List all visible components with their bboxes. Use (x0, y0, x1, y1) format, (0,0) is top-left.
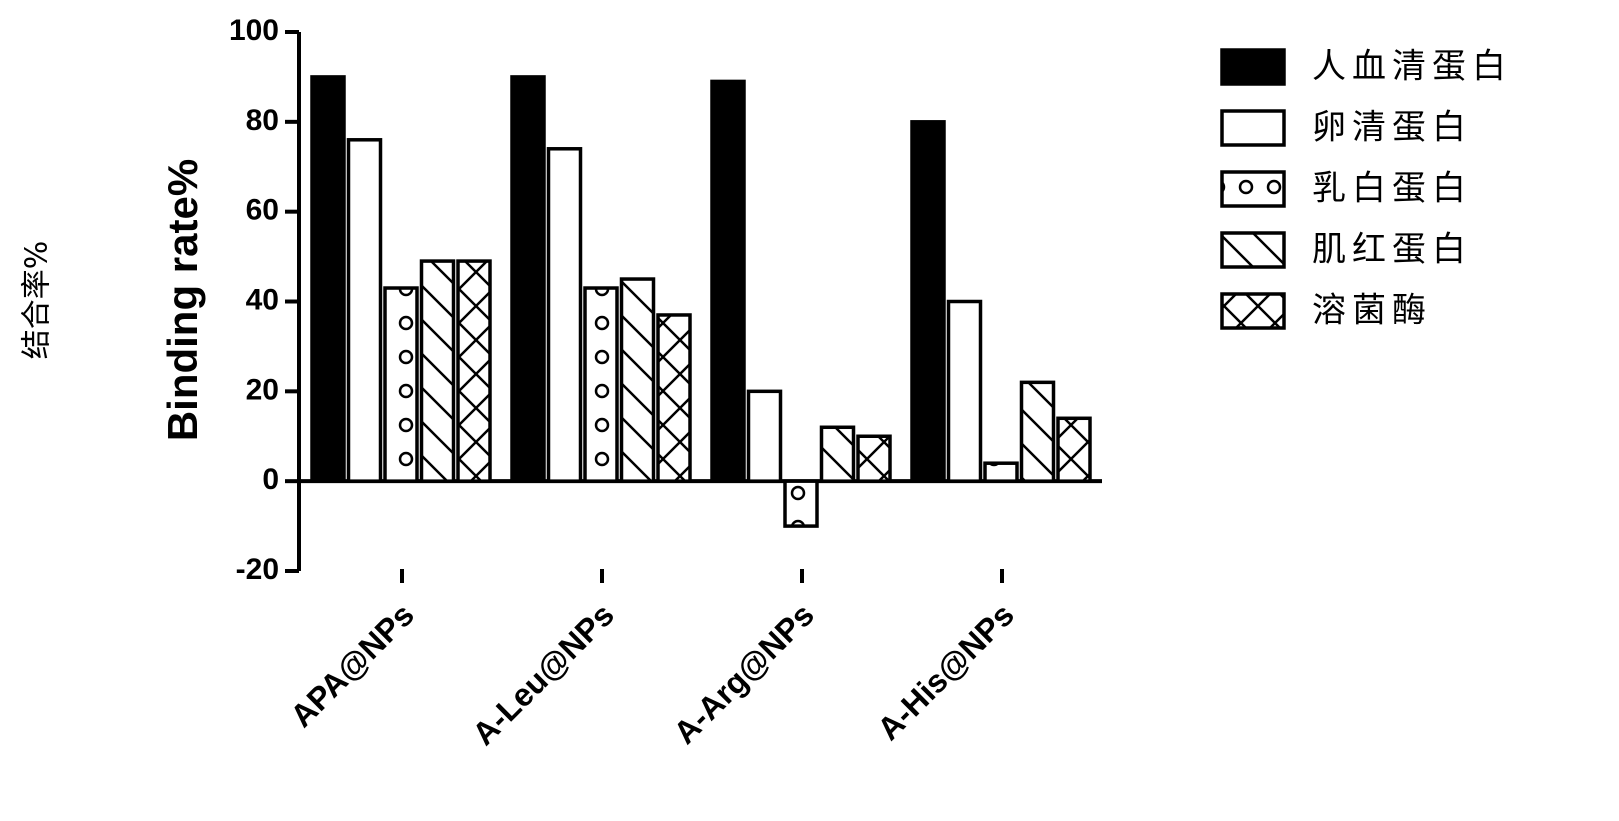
y-tick-label: 60 (246, 194, 279, 227)
bar-crosshatch (856, 434, 892, 483)
y-tick-label: 100 (229, 14, 279, 47)
x-tick-labels: APA@NPs A-Leu@NPs A-Arg@NPs A-His@NPs (283, 596, 1021, 752)
bar-crosshatch (656, 313, 692, 483)
bar-solid (710, 79, 746, 483)
bar-diagonal (619, 277, 656, 483)
bar-diagonal (1019, 380, 1056, 483)
legend-label: 溶菌酶 (1312, 291, 1432, 331)
legend-label: 人血清蛋白 (1312, 47, 1512, 87)
legend-label: 卵清蛋白 (1312, 108, 1472, 148)
y-axis-label-secondary: 结合率% (20, 241, 55, 360)
legend-swatch-crosshatch (1220, 292, 1286, 330)
legend-swatch-diagonal (1220, 231, 1286, 269)
legend-swatch-circles (1220, 170, 1286, 208)
y-tick-label: 20 (246, 373, 279, 406)
bar-empty (746, 389, 783, 483)
bar-diagonal (819, 425, 856, 483)
y-tick-label: 80 (246, 104, 279, 137)
x-axis (299, 479, 1102, 583)
y-ticks: -20 0 20 40 60 80 100 (229, 14, 299, 586)
bar-crosshatch (1056, 416, 1092, 483)
bar-solid (310, 75, 346, 483)
bar-empty (546, 147, 583, 483)
x-tick-label: A-Leu@NPs (465, 596, 621, 752)
bar-solid (510, 75, 546, 483)
y-tick-label: -20 (236, 553, 279, 586)
x-tick-label: A-Arg@NPs (667, 596, 821, 750)
y-tick-label: 40 (246, 283, 279, 316)
bar-solid (910, 120, 946, 483)
bar-circles (783, 479, 819, 528)
bar-empty (946, 299, 983, 483)
bar-diagonal (419, 259, 456, 483)
bar-crosshatch (456, 259, 492, 483)
legend-swatch-solid (1220, 48, 1286, 86)
legend-swatch-empty (1220, 109, 1286, 147)
legend-label: 肌红蛋白 (1312, 230, 1472, 270)
bar-empty (346, 138, 383, 483)
x-tick-label: APA@NPs (283, 596, 421, 734)
bar-circles (583, 286, 619, 483)
x-tick-label: A-His@NPs (870, 596, 1021, 747)
bars (310, 75, 1092, 528)
y-axis: -20 0 20 40 60 80 100 (229, 14, 301, 586)
y-tick-label: 0 (262, 463, 279, 496)
y-axis-label: Binding rate% (159, 159, 206, 441)
bar-circles (983, 461, 1019, 483)
bar-circles (383, 286, 419, 483)
legend-label: 乳白蛋白 (1312, 169, 1472, 209)
